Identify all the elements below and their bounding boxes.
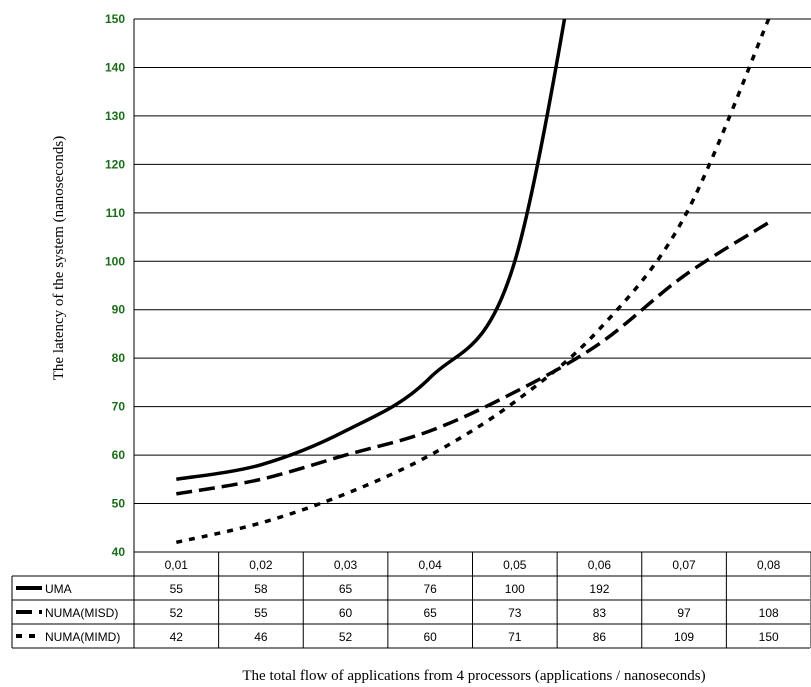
x-tick-0: 0,01: [165, 558, 189, 572]
data-label-1-2: 60: [339, 606, 353, 620]
data-label-0-0: 55: [170, 582, 184, 596]
data-label-0-4: 100: [505, 582, 525, 596]
data-label-2-3: 60: [424, 630, 438, 644]
data-label-1-6: 97: [677, 606, 691, 620]
y-tick-60: 60: [112, 448, 126, 462]
x-tick-5: 0,06: [588, 558, 612, 572]
data-label-0-3: 76: [424, 582, 438, 596]
series-line-0: [176, 19, 567, 482]
legend-label-2: NUMA(MIMD): [45, 630, 120, 644]
x-tick-7: 0,08: [757, 558, 781, 572]
data-label-1-3: 65: [424, 606, 438, 620]
data-label-2-6: 109: [674, 630, 694, 644]
data-label-1-4: 73: [508, 606, 522, 620]
y-tick-150: 150: [105, 12, 125, 26]
x-tick-2: 0,03: [334, 558, 358, 572]
data-label-2-5: 86: [593, 630, 607, 644]
legend-label-1: NUMA(MISD): [45, 606, 118, 620]
data-label-2-4: 71: [508, 630, 522, 644]
data-label-0-2: 65: [339, 582, 353, 596]
data-label-2-2: 52: [339, 630, 353, 644]
x-tick-4: 0,05: [503, 558, 527, 572]
y-tick-labels: 40 50 60 70 80 90 100 110 120 130 140 150: [105, 12, 125, 559]
y-tick-70: 70: [112, 400, 126, 414]
y-tick-130: 130: [105, 109, 125, 123]
series-lines: [175, 19, 771, 545]
y-tick-50: 50: [112, 497, 126, 511]
data-label-2-0: 42: [170, 630, 184, 644]
grid-lines: [133, 18, 811, 553]
data-table: 0,01 0,02 0,03 0,04 0,05 0,06 0,07 0,08 UMA 55 58 6…: [11, 551, 811, 649]
data-label-1-7: 108: [759, 606, 779, 620]
y-tick-100: 100: [105, 254, 125, 268]
data-label-1-5: 83: [593, 606, 607, 620]
y-tick-140: 140: [105, 60, 125, 74]
y-axis-label: The latency of the system (nanoseconds): [51, 136, 67, 381]
data-label-2-1: 46: [254, 630, 268, 644]
data-label-0-5: 192: [589, 582, 609, 596]
series-line-1: [176, 221, 770, 496]
y-tick-90: 90: [112, 303, 126, 317]
y-tick-80: 80: [112, 351, 126, 365]
x-tick-6: 0,07: [672, 558, 696, 572]
x-axis-label: The total flow of applications from 4 pr…: [242, 668, 705, 684]
data-label-0-1: 58: [254, 582, 268, 596]
y-tick-110: 110: [106, 206, 126, 220]
y-tick-40: 40: [112, 545, 126, 559]
legend-label-0: UMA: [45, 582, 72, 596]
x-tick-3: 0,04: [419, 558, 443, 572]
data-label-1-0: 52: [170, 606, 184, 620]
data-label-2-7: 150: [759, 630, 779, 644]
data-label-1-1: 55: [254, 606, 268, 620]
y-tick-120: 120: [105, 157, 125, 171]
x-tick-1: 0,02: [249, 558, 273, 572]
series-line-2: [175, 19, 771, 545]
